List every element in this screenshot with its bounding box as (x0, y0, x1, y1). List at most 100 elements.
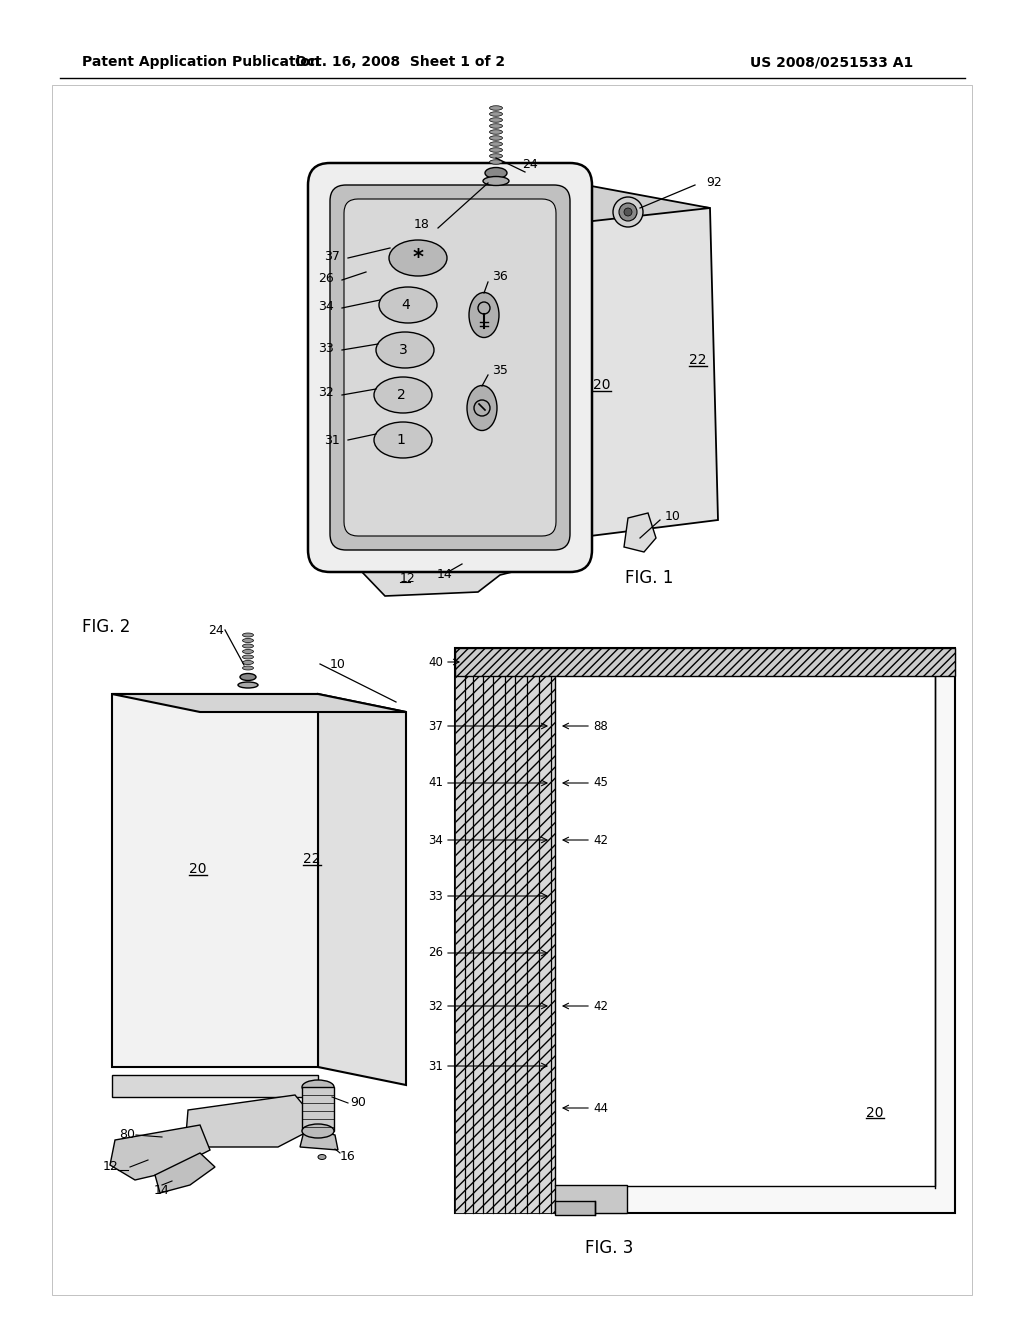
Text: 35: 35 (492, 363, 508, 376)
Ellipse shape (243, 655, 254, 659)
Text: FIG. 1: FIG. 1 (625, 569, 674, 587)
Text: 32: 32 (428, 999, 443, 1012)
Text: FIG. 3: FIG. 3 (585, 1239, 634, 1257)
Text: 22: 22 (303, 851, 321, 866)
Ellipse shape (489, 106, 503, 111)
Bar (52, 84, 972, 1295)
Ellipse shape (376, 333, 434, 368)
Text: 88: 88 (593, 719, 608, 733)
Text: 31: 31 (325, 433, 340, 446)
Bar (555, 1185, 627, 1213)
Text: 80: 80 (119, 1129, 135, 1142)
Ellipse shape (489, 141, 503, 147)
Polygon shape (185, 1096, 310, 1147)
Text: 22: 22 (689, 352, 707, 367)
Text: 45: 45 (593, 776, 608, 789)
Text: 10: 10 (330, 657, 346, 671)
Ellipse shape (489, 153, 503, 158)
Polygon shape (368, 178, 710, 228)
Text: 32: 32 (318, 387, 334, 400)
Ellipse shape (243, 639, 254, 643)
Text: 14: 14 (155, 1184, 170, 1196)
Bar (555, 1201, 595, 1214)
Ellipse shape (374, 422, 432, 458)
Polygon shape (300, 1127, 338, 1150)
Ellipse shape (240, 673, 256, 681)
Text: 34: 34 (428, 833, 443, 846)
Text: 31: 31 (428, 1060, 443, 1072)
Text: 33: 33 (318, 342, 334, 355)
Text: 24: 24 (522, 158, 538, 172)
Ellipse shape (302, 1080, 334, 1094)
Text: 20: 20 (189, 862, 207, 876)
Text: 40: 40 (428, 656, 443, 668)
Text: 26: 26 (428, 946, 443, 960)
Ellipse shape (243, 634, 254, 638)
Polygon shape (548, 191, 718, 540)
Polygon shape (624, 513, 656, 552)
Ellipse shape (489, 112, 503, 116)
Text: 37: 37 (428, 719, 443, 733)
Text: 33: 33 (428, 890, 443, 903)
Text: 16: 16 (340, 1151, 355, 1163)
Ellipse shape (485, 168, 507, 178)
Text: 12: 12 (400, 572, 416, 585)
Polygon shape (318, 694, 406, 1085)
Text: 41: 41 (428, 776, 443, 789)
Circle shape (618, 203, 637, 220)
Text: 42: 42 (593, 999, 608, 1012)
Text: 18: 18 (414, 219, 430, 231)
Ellipse shape (243, 660, 254, 664)
Text: 24: 24 (208, 623, 224, 636)
Bar (455, 648, 955, 1213)
Ellipse shape (489, 148, 503, 152)
Bar (455, 648, 955, 676)
Ellipse shape (243, 644, 254, 648)
Ellipse shape (243, 667, 254, 671)
Polygon shape (155, 1152, 215, 1193)
Bar (112, 1074, 318, 1097)
Text: 20: 20 (593, 378, 610, 392)
Ellipse shape (469, 293, 499, 338)
Ellipse shape (238, 682, 258, 688)
Text: 44: 44 (593, 1101, 608, 1114)
Text: 4: 4 (401, 298, 411, 312)
Polygon shape (112, 694, 406, 711)
Ellipse shape (489, 117, 503, 123)
Text: 14: 14 (437, 569, 453, 582)
Bar (112, 694, 318, 1067)
Text: 34: 34 (318, 300, 334, 313)
Ellipse shape (318, 1155, 326, 1159)
Circle shape (613, 197, 643, 227)
Circle shape (624, 209, 632, 216)
Ellipse shape (379, 286, 437, 323)
Ellipse shape (243, 649, 254, 653)
Text: 92: 92 (706, 176, 722, 189)
Text: 37: 37 (325, 249, 340, 263)
Ellipse shape (489, 129, 503, 135)
Text: 26: 26 (318, 272, 334, 285)
FancyBboxPatch shape (330, 185, 570, 550)
Ellipse shape (483, 177, 509, 186)
Text: 3: 3 (398, 343, 408, 356)
Bar (555, 673, 935, 1185)
Text: Patent Application Publication: Patent Application Publication (82, 55, 319, 69)
Text: 20: 20 (866, 1106, 884, 1119)
Text: Oct. 16, 2008  Sheet 1 of 2: Oct. 16, 2008 Sheet 1 of 2 (295, 55, 505, 69)
Text: 2: 2 (396, 388, 406, 403)
Bar (455, 648, 555, 1213)
Text: 1: 1 (396, 433, 406, 447)
Polygon shape (110, 1125, 210, 1180)
Ellipse shape (374, 378, 432, 413)
Ellipse shape (389, 240, 447, 276)
Ellipse shape (489, 136, 503, 140)
Ellipse shape (302, 1125, 334, 1138)
Text: FIG. 2: FIG. 2 (82, 618, 130, 636)
Ellipse shape (467, 385, 497, 430)
Text: *: * (413, 248, 424, 268)
FancyBboxPatch shape (308, 162, 592, 572)
Text: US 2008/0251533 A1: US 2008/0251533 A1 (750, 55, 913, 69)
Text: 42: 42 (593, 833, 608, 846)
Ellipse shape (489, 124, 503, 128)
FancyBboxPatch shape (344, 199, 556, 536)
